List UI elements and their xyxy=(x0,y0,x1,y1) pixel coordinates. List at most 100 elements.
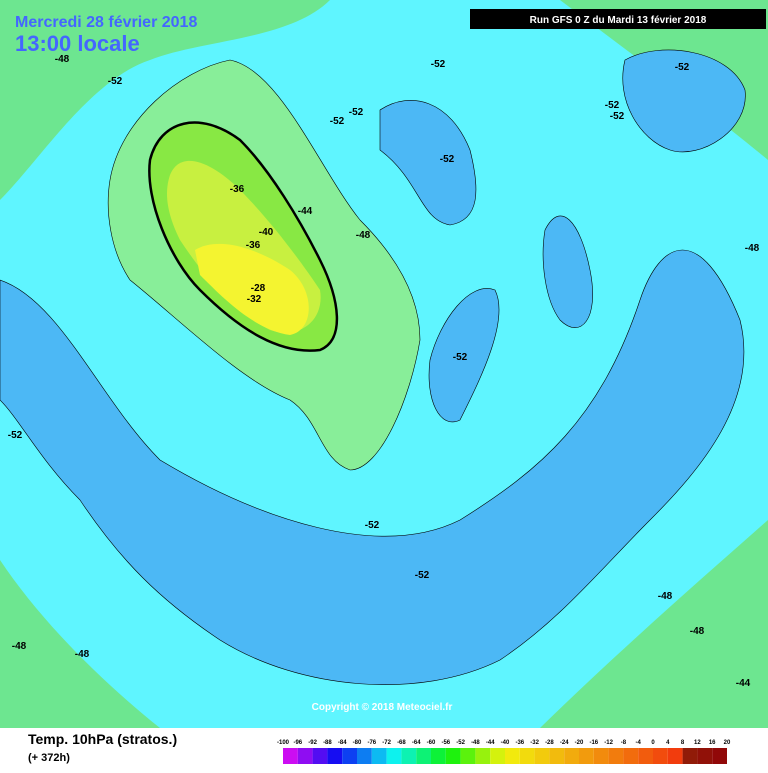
contour-label: -44 xyxy=(736,678,751,689)
cold-region xyxy=(542,215,593,328)
warm-region xyxy=(0,560,160,728)
warm-region xyxy=(0,0,330,200)
contour-label: -52 xyxy=(440,154,455,165)
run: Run GFS 0 Z du Mardi 13 février 2018 xyxy=(530,15,707,26)
contour-label: -48 xyxy=(690,626,705,637)
legend-swatch xyxy=(297,748,313,764)
contour-label: -48 xyxy=(356,230,371,241)
legend-tick: -12 xyxy=(604,740,613,746)
cold-region xyxy=(0,249,745,685)
legend-swatch xyxy=(490,748,505,764)
legend-swatch xyxy=(505,748,520,764)
legend-tick: -44 xyxy=(486,740,495,746)
legend-tick: -52 xyxy=(456,740,465,746)
contour-label: -52 xyxy=(605,100,620,111)
legend-swatch xyxy=(342,748,357,764)
contour-label: -52 xyxy=(365,520,380,531)
cold-region xyxy=(428,288,500,423)
contour-label: -52 xyxy=(431,59,446,70)
legend-tick: -56 xyxy=(441,740,450,746)
title: Mercredi 28 février 2018 xyxy=(15,14,197,31)
legend-swatch xyxy=(312,748,328,764)
legend-tick: -60 xyxy=(427,740,436,746)
contour-label: -36 xyxy=(246,240,261,251)
legend-swatch xyxy=(401,748,417,764)
warm-region xyxy=(560,0,768,160)
legend-swatch xyxy=(697,748,713,764)
legend-tick: 12 xyxy=(694,740,701,746)
legend-swatch xyxy=(371,748,387,764)
legend-tick: -76 xyxy=(367,740,376,746)
legend-tick: 8 xyxy=(681,740,685,746)
contour-label: -52 xyxy=(349,107,364,118)
legend-tick: -64 xyxy=(412,740,421,746)
contour-label: -52 xyxy=(8,430,23,441)
legend-swatch xyxy=(682,748,698,764)
legend-swatch xyxy=(445,748,461,764)
legend-tick: -36 xyxy=(515,740,524,746)
contour-label: -52 xyxy=(675,62,690,73)
legend-tick: -4 xyxy=(636,740,642,746)
legend-swatch xyxy=(327,748,343,764)
legend-tick: -68 xyxy=(397,740,406,746)
run-box xyxy=(470,9,766,29)
variable: Temp. 10hPa (stratos.) xyxy=(28,731,177,747)
legend-swatch xyxy=(638,748,653,764)
cold-region xyxy=(622,49,746,153)
legend-swatch xyxy=(357,748,372,764)
contour-label: -52 xyxy=(453,352,468,363)
legend-tick: -24 xyxy=(560,740,569,746)
legend-swatch xyxy=(416,748,431,764)
cold-region xyxy=(379,100,477,226)
legend-swatch xyxy=(712,748,727,764)
legend-tick: -40 xyxy=(501,740,510,746)
contour-label: -48 xyxy=(658,591,673,602)
legend-swatch xyxy=(519,748,535,764)
legend-tick: -100 xyxy=(277,740,290,746)
lead-time: (+ 372h) xyxy=(28,752,70,764)
legend-swatch xyxy=(549,748,565,764)
legend-tick: -80 xyxy=(353,740,362,746)
contour-label: -48 xyxy=(75,649,90,660)
contour-label: -52 xyxy=(415,570,430,581)
legend-swatch xyxy=(534,748,550,764)
legend-tick: -96 xyxy=(293,740,302,746)
legend-tick: 20 xyxy=(724,740,731,746)
contour-labels: -48-52-52 -52-52-52-52-52-52-36-44-40 -48-… xyxy=(8,54,760,689)
contour-label: -36 xyxy=(230,184,245,195)
legend-tick: -88 xyxy=(323,740,332,746)
warm-region xyxy=(540,520,768,728)
legend-tick: -92 xyxy=(308,740,317,746)
legend-tick: -72 xyxy=(382,740,391,746)
legend-swatch xyxy=(431,748,446,764)
legend-tick: -84 xyxy=(338,740,347,746)
legend-tick: 16 xyxy=(709,740,716,746)
legend-swatch xyxy=(623,748,639,764)
legend-swatch xyxy=(667,748,683,764)
contour-label: -52 xyxy=(610,111,625,122)
legend-tick: -16 xyxy=(589,740,598,746)
color-legend: -100 -96 -92 -88 -84 -80 -76 -72 -68 -64 -60 -56 -52… xyxy=(277,740,731,764)
legend-tick: -8 xyxy=(621,740,627,746)
legend-tick: 4 xyxy=(666,740,670,746)
copyright: Copyright © 2018 Meteociel.fr xyxy=(312,702,453,713)
legend-swatch xyxy=(460,748,476,764)
legend-tick: -32 xyxy=(530,740,539,746)
contour-label: -48 xyxy=(745,243,760,254)
contour-label: -28 xyxy=(251,283,266,294)
legend-tick: -48 xyxy=(471,740,480,746)
contour-label: -32 xyxy=(247,294,262,305)
legend-swatch xyxy=(475,748,491,764)
legend-swatch xyxy=(579,748,594,764)
contour-label: -40 xyxy=(259,227,274,238)
contour-label: -48 xyxy=(55,54,70,65)
legend-swatch xyxy=(593,748,609,764)
legend-swatch xyxy=(386,748,402,764)
contour-label: -44 xyxy=(298,206,313,217)
legend-swatch xyxy=(283,748,298,764)
legend-swatch xyxy=(653,748,668,764)
contour-label: -48 xyxy=(12,641,27,652)
contour-label: -52 xyxy=(108,76,123,87)
contour-28 xyxy=(195,243,309,335)
